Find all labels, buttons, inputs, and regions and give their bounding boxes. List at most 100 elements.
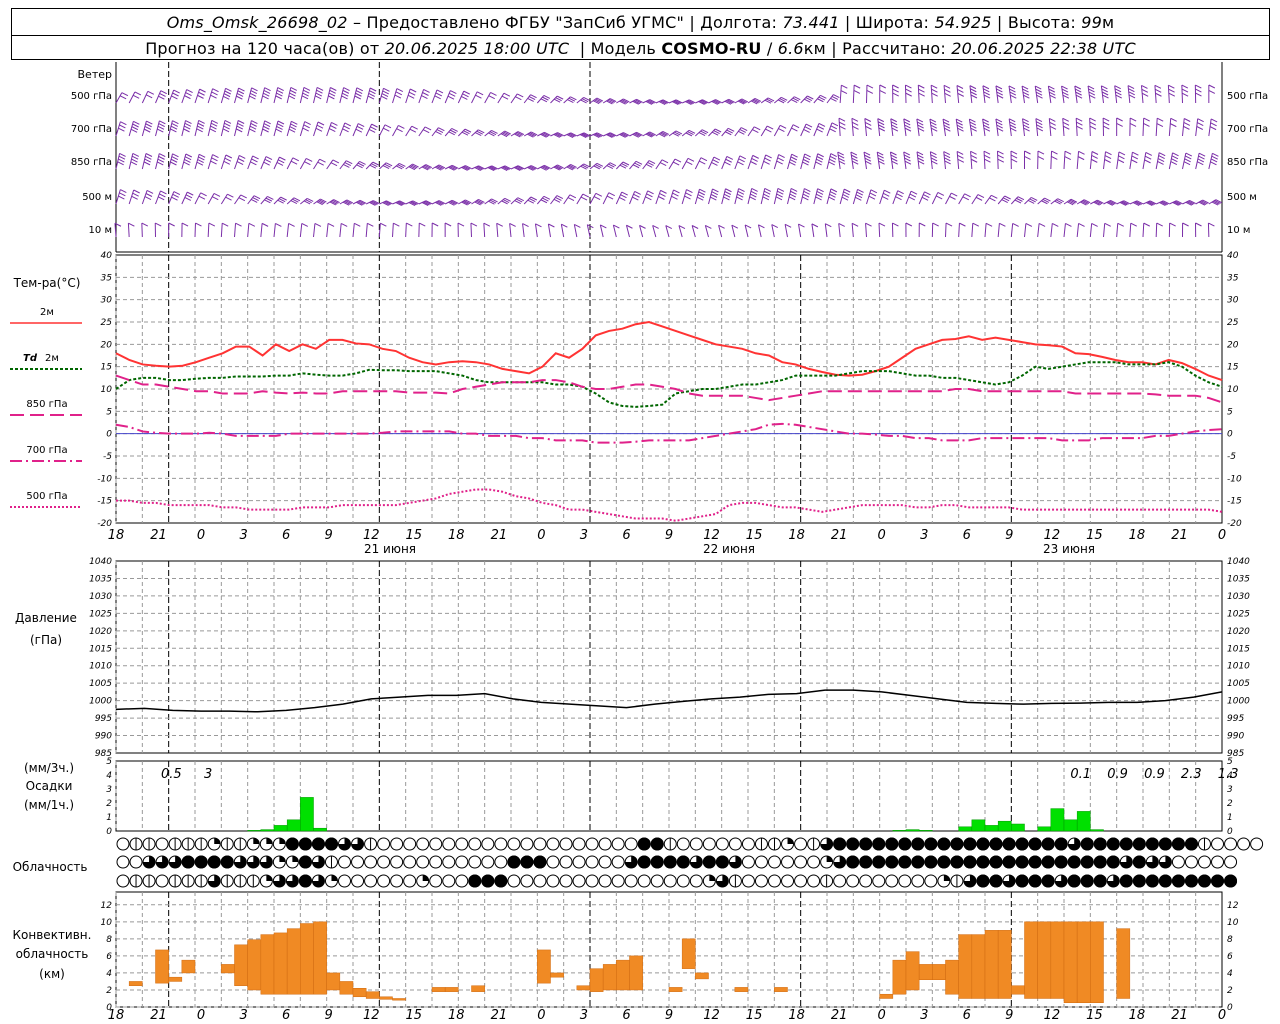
wind-barb <box>194 192 202 205</box>
cloud-circle <box>416 837 430 851</box>
cloud-cover-symbol <box>311 874 325 888</box>
conv-tick-label: 10 <box>1227 918 1239 928</box>
wind-feather <box>159 120 166 125</box>
wind-barb <box>207 120 213 137</box>
wind-feather <box>263 89 271 94</box>
wind-feather <box>802 196 809 201</box>
cloud-cover-symbol <box>181 874 195 888</box>
wind-barb <box>484 130 492 137</box>
wind-feather <box>1185 201 1192 206</box>
wind-feather <box>1061 88 1069 93</box>
cloud-cover-symbol <box>129 874 143 888</box>
legend-entry: 2м <box>10 307 82 324</box>
hour-tick-label: 3 <box>580 528 588 543</box>
wind-feather <box>146 120 153 125</box>
wind-feather <box>645 100 653 105</box>
wind-feather <box>184 156 192 161</box>
wind-barb <box>629 160 637 170</box>
cloud-cover-symbol <box>1002 855 1016 869</box>
hour-tick-label: 18 <box>788 1008 805 1023</box>
wind-feather <box>409 128 417 133</box>
convective-bar <box>1037 921 1052 999</box>
wind-feather <box>647 190 654 195</box>
convective-bar <box>155 949 169 984</box>
cloud-cover-symbol <box>989 837 1003 851</box>
wind-barb <box>1129 152 1133 170</box>
wind-feather <box>393 222 400 227</box>
wind-feather <box>1049 125 1057 130</box>
wind-feather <box>436 201 443 206</box>
hour-tick-label: 21 <box>831 528 848 543</box>
wind-feather <box>251 120 258 125</box>
wind-feather <box>553 166 560 171</box>
wind-feather <box>236 125 244 130</box>
wind-barb <box>824 223 828 238</box>
wind-feather <box>474 201 481 206</box>
wind-level-label: 10 м <box>1227 225 1250 236</box>
wind-feather <box>328 92 336 97</box>
wind-feather <box>955 118 963 123</box>
wind-feather <box>851 160 859 165</box>
wind-feather <box>1160 201 1167 206</box>
wind-feather <box>450 200 458 205</box>
wind-feather <box>917 121 924 126</box>
wind-feather <box>791 153 798 158</box>
wind-feather <box>292 157 300 162</box>
precip-tick-label: 5 <box>1227 757 1233 767</box>
wind-barb <box>457 128 466 137</box>
wind-feather <box>957 154 964 159</box>
wind-feather <box>543 94 551 99</box>
wind-feather <box>686 189 693 193</box>
wind-feather <box>711 131 719 136</box>
wind-feather <box>608 132 616 137</box>
convective-bar <box>905 951 920 991</box>
conv-tick-label: 12 <box>1227 901 1239 911</box>
cloud-cover-symbol <box>1067 855 1081 869</box>
wind-feather <box>556 165 563 170</box>
wind-feather <box>292 198 299 203</box>
wind-barb <box>483 223 486 238</box>
wind-feather <box>317 161 324 166</box>
wind-feather <box>632 100 639 105</box>
wind-feather <box>970 158 978 163</box>
wind-feather <box>302 127 309 132</box>
temp-tick-label: 30 <box>1227 296 1239 306</box>
wind-barb <box>773 154 780 170</box>
wind-feather <box>462 166 470 171</box>
cloud-cover-symbol <box>1197 855 1211 869</box>
convective-bar <box>550 972 564 978</box>
wind-feather <box>595 132 603 137</box>
wind-feather <box>1022 118 1029 123</box>
wind-feather <box>489 199 497 204</box>
cloud-cover-symbol <box>1067 837 1081 851</box>
wind-feather <box>608 163 615 168</box>
wind-feather <box>516 165 524 170</box>
wind-barb <box>510 93 518 104</box>
wind-feather <box>159 153 166 158</box>
wind-barb <box>220 120 226 137</box>
cloud-cover-symbol <box>1002 837 1016 851</box>
wind-barb <box>560 224 565 238</box>
wind-feather <box>817 98 824 103</box>
wind-feather <box>870 189 878 194</box>
wind-feather <box>633 133 641 138</box>
cloud-cover-symbol <box>168 874 182 888</box>
wind-feather <box>1088 91 1096 96</box>
wind-feather <box>172 193 179 198</box>
wind-feather <box>700 157 708 162</box>
wind-feather <box>660 100 667 105</box>
cloud-cover-symbol <box>246 837 260 851</box>
cloud-cover-symbol <box>807 837 821 851</box>
cloud-fill <box>963 855 977 869</box>
cloud-cover-symbol <box>207 837 221 851</box>
wind-feather <box>1195 84 1202 89</box>
cloud-cover-symbol <box>624 837 638 851</box>
wind-barb <box>194 120 200 137</box>
precip-total-label: 0.1 <box>1070 767 1091 782</box>
model-resolution: 6.6 <box>777 39 804 58</box>
cloud-cover-symbol <box>494 874 508 888</box>
wind-barb <box>141 190 148 205</box>
wind-level-label: 850 гПа <box>1227 157 1268 168</box>
hour-tick-label: 9 <box>665 1008 673 1023</box>
wind-feather <box>249 128 256 133</box>
